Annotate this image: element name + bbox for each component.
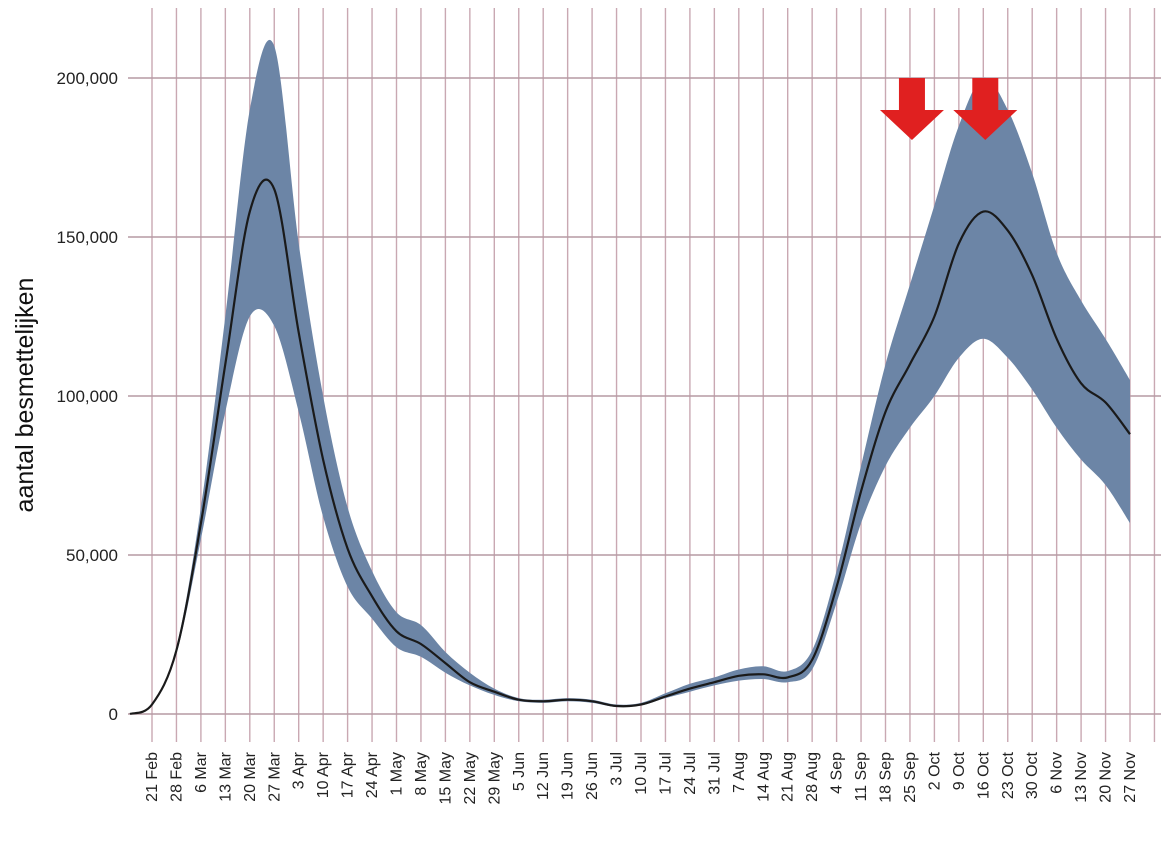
- x-tick-label: 24 Apr: [364, 751, 381, 798]
- x-tick-label: 2 Oct: [926, 751, 943, 790]
- x-tick-label: 29 May: [486, 752, 503, 804]
- x-tick-label: 22 May: [462, 752, 479, 804]
- x-tick-label: 20 Nov: [1098, 752, 1115, 803]
- x-tick-label: 25 Sep: [902, 752, 919, 803]
- x-tick-label: 5 Jun: [511, 752, 528, 791]
- x-tick-label: 7 Aug: [731, 752, 748, 793]
- x-tick-label: 31 Jul: [706, 752, 723, 795]
- x-tick-label: 15 May: [437, 752, 454, 804]
- x-tick-label: 26 Jun: [584, 752, 601, 800]
- x-tick-label: 19 Jun: [560, 752, 577, 800]
- x-tick-label: 20 Mar: [242, 751, 259, 801]
- series-line: [129, 178, 1131, 716]
- x-tick-label: 16 Oct: [975, 751, 992, 799]
- down-arrow-icon: [953, 78, 1018, 140]
- x-tick-label: 17 Jul: [657, 752, 674, 795]
- x-tick-label: 27 Nov: [1122, 752, 1139, 803]
- y-tick-label: 50,000: [66, 546, 118, 565]
- y-axis-label: aantal besmettelijken: [11, 278, 39, 513]
- y-tick-label: 150,000: [57, 228, 118, 247]
- x-tick-label: 13 Mar: [217, 751, 234, 801]
- x-tick-label: 14 Aug: [755, 752, 772, 802]
- x-tick-label: 27 Mar: [266, 751, 283, 801]
- y-tick-label: 100,000: [57, 387, 118, 406]
- x-tick-label: 4 Sep: [829, 752, 846, 794]
- x-tick-label: 3 Jul: [609, 752, 626, 786]
- x-tick-label: 10 Jul: [633, 752, 650, 795]
- x-tick-label: 10 Apr: [315, 751, 332, 798]
- confidence-band: [130, 39, 1130, 715]
- x-tick-label: 9 Oct: [951, 751, 968, 790]
- y-axis-ticks: 0 50,000 100,000 150,000 200,000: [57, 69, 118, 724]
- x-tick-label: 24 Jul: [682, 752, 699, 795]
- x-tick-label: 1 May: [389, 752, 406, 796]
- x-tick-label: 13 Nov: [1073, 752, 1090, 803]
- x-tick-label: 12 Jun: [535, 752, 552, 800]
- x-tick-label: 30 Oct: [1024, 751, 1041, 799]
- y-tick-label: 0: [109, 705, 118, 724]
- x-tick-label: 11 Sep: [853, 752, 870, 802]
- x-tick-label: 28 Aug: [804, 752, 821, 802]
- x-tick-label: 17 Apr: [340, 751, 357, 798]
- x-tick-label: 21 Feb: [144, 752, 161, 802]
- x-tick-label: 3 Apr: [291, 751, 308, 789]
- x-tick-label: 6 Mar: [193, 751, 210, 793]
- x-tick-label: 6 Nov: [1049, 752, 1066, 794]
- x-tick-label: 23 Oct: [1000, 751, 1017, 799]
- x-tick-label: 8 May: [413, 752, 430, 796]
- x-axis-ticks: 21 Feb 28 Feb 6 Mar 13 Mar 20 Mar 27 Mar 3 Apr…: [144, 751, 1139, 804]
- x-tick-label: 28 Feb: [168, 752, 185, 802]
- x-tick-label: 21 Aug: [780, 752, 797, 802]
- down-arrow-icon: [879, 78, 944, 140]
- y-tick-label: 200,000: [57, 69, 118, 88]
- markers: [879, 78, 1018, 140]
- x-tick-label: 18 Sep: [878, 752, 895, 803]
